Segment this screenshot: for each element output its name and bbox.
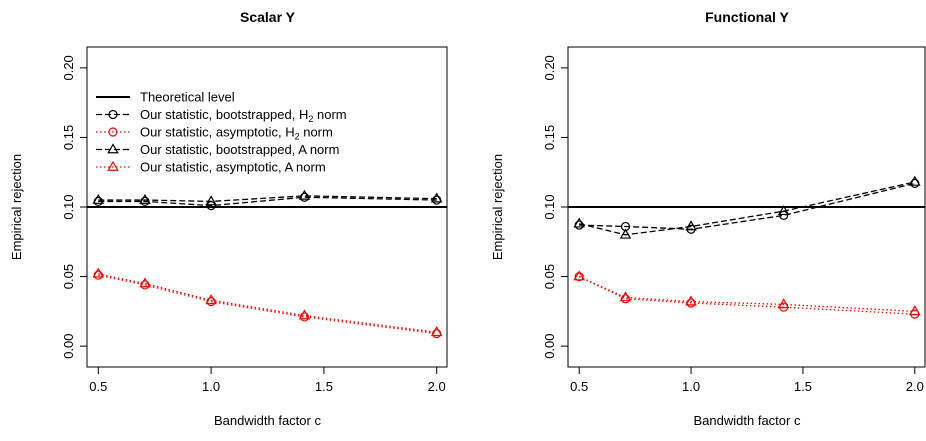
data-point	[92, 193, 105, 204]
chart-title: Scalar Y	[240, 9, 296, 25]
data-point	[92, 267, 105, 278]
series-line	[579, 181, 915, 236]
chart-title: Functional Y	[705, 9, 789, 25]
x-tick-label: 1.5	[794, 379, 812, 394]
data-point	[573, 270, 585, 281]
panel-functional-y: Functional Y 0.5 1.0 1.5 2.0 0.00 0.05 0.10 0.15…	[490, 9, 926, 428]
series-line	[98, 196, 437, 207]
series-3	[573, 270, 921, 316]
legend-item: Our statistic, asymptotic, A norm	[96, 160, 326, 175]
series-2	[92, 189, 443, 206]
y-tick-label: 0.20	[61, 55, 76, 80]
x-tick-label: 1.5	[315, 379, 333, 394]
data-point	[620, 294, 631, 304]
legend-marker	[107, 143, 119, 154]
y-axis-label: Empirical rejection	[9, 154, 24, 260]
x-tick-label: 1.0	[202, 379, 220, 394]
x-tick-label: 0.5	[89, 379, 107, 394]
legend-marker	[108, 127, 118, 137]
panel-scalar-y: Scalar Y 0.5 1.0 1.5 2.0 0.00 0.05 0.10 0.15 0.20…	[9, 9, 448, 428]
data-point	[685, 295, 697, 306]
data-point	[430, 192, 443, 203]
y-tick-label: 0.20	[542, 55, 557, 80]
legend-label: Theoretical level	[140, 90, 235, 105]
series-2	[573, 175, 921, 239]
data-point	[909, 175, 921, 186]
series-line	[98, 273, 437, 333]
legend-marker	[107, 160, 119, 171]
series-line	[578, 275, 915, 312]
legend: Theoretical level Our statistic, bootstra…	[96, 90, 347, 175]
data-point	[573, 217, 585, 228]
y-tick-label: 0.00	[542, 333, 557, 358]
legend-marker	[108, 109, 118, 120]
x-axis-label: Bandwidth factor c	[694, 413, 801, 428]
data-point	[910, 178, 920, 188]
data-point	[777, 204, 790, 216]
data-point	[139, 193, 151, 204]
legend-label: Our statistic, bootstrapped, H2 norm	[140, 107, 347, 124]
data-point	[685, 220, 697, 231]
series-3	[92, 267, 443, 337]
legend-label: Our statistic, asymptotic, A norm	[140, 160, 326, 175]
data-point	[619, 228, 632, 239]
series-line	[578, 275, 915, 315]
data-point	[619, 291, 632, 302]
legend-item: Theoretical level	[96, 90, 235, 105]
data-point	[298, 309, 311, 320]
x-tick-label: 2.0	[428, 379, 446, 394]
y-tick-label: 0.05	[542, 264, 557, 289]
y-tick-label: 0.15	[542, 125, 557, 150]
y-axis-label: Empirical rejection	[490, 154, 505, 260]
data-point	[205, 294, 217, 305]
data-point	[298, 189, 311, 200]
data-point	[909, 305, 921, 316]
y-tick-label: 0.15	[61, 125, 76, 150]
y-tick-label: 0.10	[61, 194, 76, 219]
data-point	[139, 277, 151, 288]
x-tick-label: 2.0	[906, 379, 924, 394]
x-tick-label: 1.0	[682, 379, 700, 394]
x-tick-label: 0.5	[570, 379, 588, 394]
legend-item: Our statistic, bootstrapped, H2 norm	[96, 107, 347, 124]
y-tick-label: 0.05	[61, 264, 76, 289]
legend-item: Our statistic, bootstrapped, A norm	[96, 142, 339, 157]
legend-label: Our statistic, bootstrapped, A norm	[140, 142, 339, 157]
legend-label: Our statistic, asymptotic, H2 norm	[140, 125, 333, 142]
series-line	[98, 195, 437, 203]
y-tick-label: 0.00	[61, 333, 76, 358]
y-tick-label: 0.10	[542, 194, 557, 219]
data-point	[205, 195, 217, 206]
data-point	[777, 298, 790, 309]
legend-item: Our statistic, asymptotic, H2 norm	[96, 125, 333, 142]
data-point	[206, 297, 216, 307]
data-point	[430, 326, 443, 337]
x-axis-label: Bandwidth factor c	[214, 413, 321, 428]
